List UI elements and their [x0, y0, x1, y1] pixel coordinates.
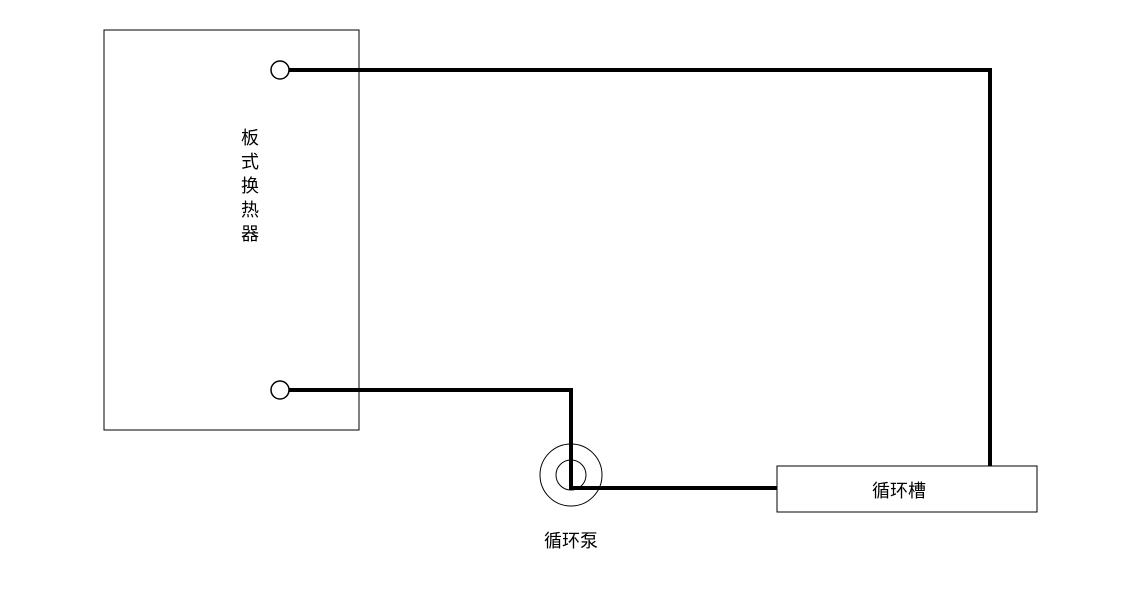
process-diagram	[0, 0, 1139, 615]
circulation-tank-label: 循环槽	[872, 478, 926, 505]
heat-exchanger-label: 板式换热器	[235, 128, 262, 248]
heat-exchanger-port-top	[271, 61, 289, 79]
circulation-pump-label: 循环泵	[544, 528, 598, 555]
heat-exchanger-port-bottom	[271, 381, 289, 399]
pipe-top-return	[289, 70, 990, 466]
pipe-bottom-supply	[289, 390, 777, 488]
heat-exchanger-box	[104, 30, 359, 430]
